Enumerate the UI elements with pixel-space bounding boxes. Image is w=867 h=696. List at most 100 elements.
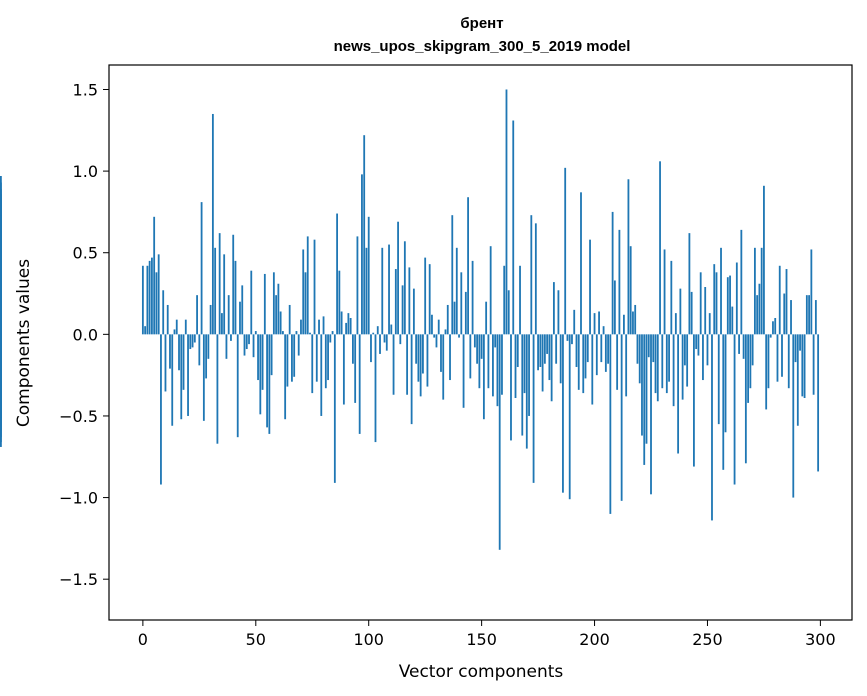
bar xyxy=(613,280,616,335)
bar xyxy=(162,290,165,335)
bar xyxy=(471,260,474,335)
bar xyxy=(453,301,456,335)
bar xyxy=(342,334,345,405)
bar xyxy=(223,254,226,335)
bar xyxy=(769,334,772,338)
bar xyxy=(151,257,153,335)
bar xyxy=(193,334,196,343)
bar xyxy=(141,265,144,335)
bar xyxy=(230,334,232,341)
bar xyxy=(693,334,695,467)
bar xyxy=(514,334,517,398)
bar xyxy=(0,334,2,418)
bar xyxy=(532,334,535,483)
bar xyxy=(688,233,691,335)
bar xyxy=(799,334,801,351)
bar xyxy=(787,334,790,389)
bar xyxy=(555,334,558,364)
bar xyxy=(340,311,343,335)
x-axis-label: Vector components xyxy=(399,662,564,682)
bar xyxy=(742,334,745,359)
bar xyxy=(489,246,492,335)
bar xyxy=(464,291,467,335)
bar xyxy=(241,285,244,335)
bar xyxy=(697,334,700,356)
bar xyxy=(537,334,539,371)
bar xyxy=(577,334,580,390)
bar xyxy=(182,334,185,390)
bar xyxy=(634,304,637,335)
bar xyxy=(388,244,390,335)
bar xyxy=(0,215,2,335)
bar xyxy=(706,334,709,366)
bar xyxy=(480,334,483,359)
bar xyxy=(460,272,463,335)
bar xyxy=(214,247,217,335)
bar xyxy=(345,322,348,335)
bar xyxy=(695,334,698,350)
bar xyxy=(467,197,469,335)
bar xyxy=(808,295,810,335)
bar xyxy=(756,295,759,335)
bar xyxy=(681,334,684,400)
bar xyxy=(546,334,549,354)
bar xyxy=(591,334,594,405)
bar xyxy=(394,269,397,335)
bar xyxy=(227,295,230,335)
bar xyxy=(431,314,433,335)
bar xyxy=(189,334,192,350)
y-tick-label: 0.0 xyxy=(73,325,98,344)
bar xyxy=(392,334,395,395)
bar xyxy=(566,334,569,341)
bar xyxy=(451,215,454,335)
bar xyxy=(329,334,332,343)
bar xyxy=(352,334,354,364)
bar xyxy=(589,239,591,335)
bar xyxy=(322,316,325,335)
bar xyxy=(586,334,589,363)
bar xyxy=(803,334,806,398)
bar xyxy=(623,314,625,335)
bar xyxy=(672,334,675,407)
bar xyxy=(218,233,221,335)
bar xyxy=(462,334,465,408)
bar xyxy=(196,295,198,335)
bar xyxy=(562,334,564,493)
bar xyxy=(677,334,680,454)
bar xyxy=(476,334,479,364)
bar xyxy=(202,334,205,421)
bar xyxy=(702,334,704,381)
bar xyxy=(288,304,291,335)
bar xyxy=(550,334,553,402)
bar xyxy=(178,334,180,371)
bar xyxy=(304,272,307,335)
bar xyxy=(645,334,648,444)
bar xyxy=(629,246,632,335)
bar xyxy=(211,113,214,335)
bar xyxy=(286,334,289,387)
bar xyxy=(347,313,350,335)
bar xyxy=(482,334,485,420)
bar xyxy=(519,265,521,335)
bar xyxy=(356,236,359,335)
bar xyxy=(785,269,788,335)
bar xyxy=(604,334,607,372)
bar xyxy=(327,334,329,381)
bar xyxy=(236,334,239,438)
bar xyxy=(173,329,176,335)
bar xyxy=(428,264,431,335)
bar xyxy=(595,334,598,376)
x-tick-label: 300 xyxy=(805,630,836,649)
bar xyxy=(699,272,702,335)
bar xyxy=(512,120,515,335)
bar xyxy=(541,334,544,392)
bar xyxy=(367,216,370,335)
bar xyxy=(600,334,603,363)
bar xyxy=(379,334,381,354)
bar xyxy=(349,318,352,335)
bar xyxy=(318,319,320,335)
bar xyxy=(568,334,571,500)
bar xyxy=(449,334,451,381)
x-axis-ticks: 0 50 100 150 200 250 300 xyxy=(138,620,836,649)
bar xyxy=(724,334,727,433)
